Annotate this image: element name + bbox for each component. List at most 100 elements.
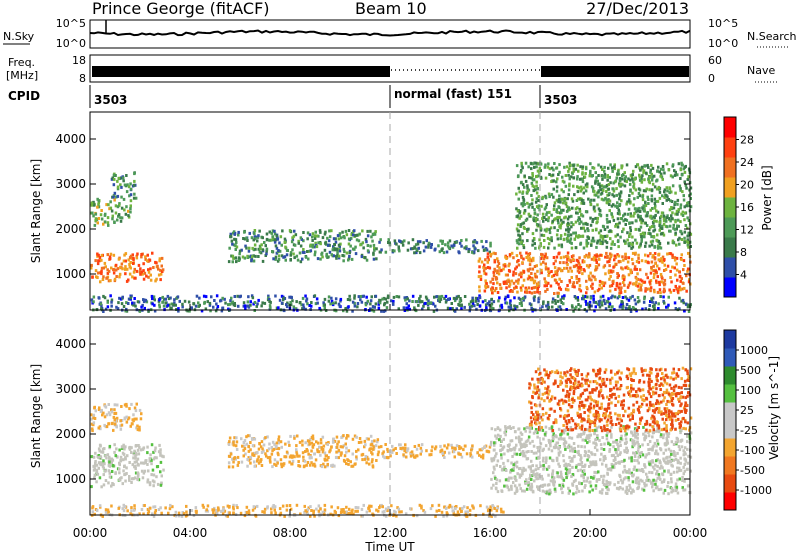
range-cell <box>304 255 308 259</box>
range-cell <box>653 228 657 232</box>
range-cell <box>642 425 645 429</box>
range-cell <box>121 445 125 449</box>
range-cell <box>151 297 154 301</box>
range-cell <box>647 431 650 434</box>
range-cell <box>624 306 628 310</box>
range-cell <box>651 207 654 210</box>
range-cell <box>632 473 635 477</box>
range-cell <box>528 214 531 218</box>
range-cell <box>576 206 579 210</box>
range-cell <box>512 466 515 470</box>
range-cell <box>656 210 660 214</box>
range-cell <box>536 269 539 273</box>
range-cell <box>385 455 388 459</box>
range-cell <box>600 197 604 201</box>
range-cell <box>162 468 165 472</box>
range-cell <box>339 453 343 457</box>
range-cell <box>304 294 307 298</box>
range-cell <box>512 463 515 467</box>
range-cell <box>575 485 578 488</box>
range-cell <box>660 259 663 263</box>
range-cell <box>572 223 575 227</box>
range-cell <box>654 463 657 467</box>
range-cell <box>689 303 692 307</box>
range-cell <box>355 455 358 459</box>
range-cell <box>541 428 545 432</box>
range-cell <box>404 446 407 450</box>
range-cell <box>642 169 646 173</box>
range-cell <box>577 449 580 453</box>
range-cell <box>247 305 251 309</box>
range-cell <box>610 242 613 246</box>
range-cell <box>535 180 538 184</box>
range-cell <box>118 203 121 207</box>
range-cell <box>308 233 312 237</box>
range-cell <box>616 217 620 221</box>
range-cell <box>162 455 165 459</box>
range-cell <box>354 462 357 466</box>
range-cell <box>633 455 637 458</box>
range-cell <box>553 204 556 208</box>
range-cell <box>305 448 308 451</box>
range-cell <box>337 456 340 460</box>
range-cell <box>609 237 612 241</box>
range-cell <box>143 298 147 302</box>
range-cell <box>679 187 682 191</box>
range-cell <box>215 294 219 298</box>
range-cell <box>114 471 117 475</box>
range-cell <box>682 198 686 202</box>
range-cell <box>567 227 570 231</box>
range-cell <box>478 285 481 289</box>
range-cell <box>686 178 689 181</box>
range-cell <box>537 485 541 489</box>
range-cell <box>654 204 657 208</box>
range-cell <box>589 475 593 479</box>
range-cell <box>144 459 147 463</box>
range-cell <box>603 281 607 285</box>
range-cell <box>604 196 607 200</box>
range-cell <box>676 278 679 282</box>
range-cell <box>536 290 539 294</box>
range-cell <box>267 294 270 298</box>
range-cell <box>255 304 258 308</box>
range-cell <box>644 201 647 205</box>
range-cell <box>525 439 529 443</box>
range-cell <box>157 273 161 277</box>
range-cell <box>118 275 121 279</box>
range-cell <box>579 165 582 169</box>
range-cell <box>476 303 479 306</box>
range-cell <box>553 480 556 484</box>
range-cell <box>547 473 550 477</box>
range-cell <box>576 177 579 181</box>
range-cell <box>637 446 640 450</box>
range-cell <box>98 259 101 263</box>
range-cell <box>408 307 411 311</box>
range-cell <box>659 295 662 298</box>
range-cell <box>149 278 153 282</box>
range-cell <box>511 290 514 293</box>
range-cell <box>378 240 381 244</box>
range-cell <box>615 486 619 490</box>
range-cell <box>626 449 629 453</box>
range-cell <box>622 470 625 474</box>
range-cell <box>523 489 526 493</box>
range-cell <box>411 300 414 303</box>
range-cell <box>594 484 598 488</box>
range-cell <box>661 255 665 259</box>
range-cell <box>550 166 554 170</box>
range-cell <box>109 279 112 283</box>
range-cell <box>518 475 522 479</box>
range-cell <box>568 161 571 165</box>
range-cell <box>311 243 315 247</box>
range-cell <box>274 257 277 261</box>
range-cell <box>555 233 559 237</box>
range-cell <box>568 184 571 188</box>
range-cell <box>676 459 680 463</box>
range-cell <box>678 242 681 246</box>
range-cell <box>125 174 128 177</box>
range-cell <box>633 265 637 269</box>
range-cell <box>550 239 553 243</box>
range-cell <box>605 437 609 441</box>
range-cell <box>644 436 648 440</box>
range-cell <box>623 441 627 445</box>
